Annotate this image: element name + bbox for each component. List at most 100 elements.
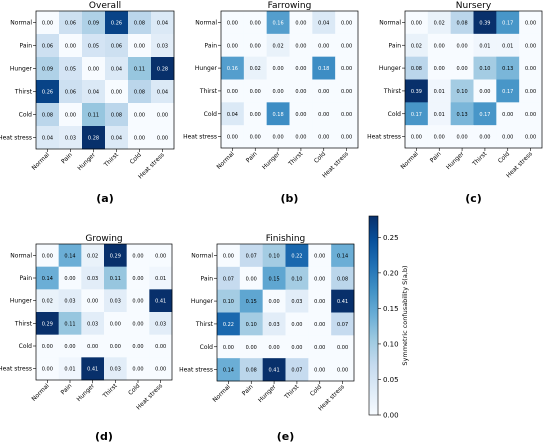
heatmap-cell xyxy=(335,56,359,80)
heatmap-cell xyxy=(473,102,497,126)
heatmap-cell xyxy=(128,80,152,104)
heatmap-cell xyxy=(149,266,173,290)
heatmap-cell xyxy=(82,11,106,35)
y-tick-label: Cold xyxy=(19,112,33,119)
cell-value-label: 0.00 xyxy=(223,345,234,351)
heatmap-cell xyxy=(58,312,82,335)
heatmap-cell xyxy=(243,79,267,103)
cell-value-label: 0.02 xyxy=(250,66,261,72)
cell-value-label: 0.00 xyxy=(318,89,329,95)
cell-value-label: 0.00 xyxy=(111,90,122,96)
x-tick-label: Thirst xyxy=(102,151,120,169)
heatmap-cell xyxy=(149,289,173,313)
cell-value-label: 0.00 xyxy=(246,345,257,351)
cell-value-label: 0.26 xyxy=(111,21,122,27)
heatmap-cell xyxy=(59,34,83,58)
heatmap-cell xyxy=(285,289,309,313)
heatmap-cell xyxy=(312,33,336,57)
heatmap-cell xyxy=(243,56,267,80)
heatmap-cell xyxy=(104,266,127,290)
heatmap-cell xyxy=(151,34,175,58)
heatmap-cell xyxy=(59,126,83,150)
heatmap-cell xyxy=(473,79,497,103)
cell-value-label: 0.00 xyxy=(134,136,145,142)
cell-value-label: 0.07 xyxy=(223,276,234,282)
cell-value-label: 0.22 xyxy=(223,322,234,328)
heatmap-cell xyxy=(308,289,332,313)
cell-value-label: 0.00 xyxy=(318,43,329,49)
heatmap-cell xyxy=(519,33,543,57)
cell-value-label: 0.17 xyxy=(411,112,422,118)
heatmap-cell xyxy=(221,102,245,126)
heatmap-cell xyxy=(405,102,429,126)
cell-value-label: 0.00 xyxy=(155,367,166,373)
x-tick-label: Hunger xyxy=(257,383,278,404)
heatmap-cell xyxy=(36,80,60,104)
cell-value-label: 0.10 xyxy=(269,253,280,259)
x-tick-label: Hunger xyxy=(76,382,97,403)
cell-value-label: 0.00 xyxy=(64,344,75,350)
heatmap-cell xyxy=(266,79,290,103)
cell-value-label: 0.08 xyxy=(42,113,53,119)
x-tick-label: Normal xyxy=(212,383,233,404)
y-tick-label: Normal xyxy=(10,252,32,259)
cell-value-label: 0.00 xyxy=(295,20,306,26)
colorbar: 0.00 0.05 0.10 0.15 0.20 0.25 Symmetric confus… xyxy=(368,215,409,420)
cell-value-label: 0.02 xyxy=(87,253,98,259)
cell-value-label: 0.03 xyxy=(87,276,98,282)
cell-value-label: 0.00 xyxy=(525,66,536,72)
heatmap-cell xyxy=(58,266,82,290)
cell-value-label: 0.00 xyxy=(525,20,536,26)
y-tick-label: Hunger xyxy=(195,65,218,72)
heatmap-panel-nursery: Nursery 0.00 0.02 0.08 0.39 0.17 0.00 0.02 0.00 0… xyxy=(367,1,543,205)
x-tick-label: Pain xyxy=(429,150,443,164)
heatmap-cell xyxy=(81,312,105,335)
cell-value-label: 0.00 xyxy=(65,113,76,119)
cell-value-label: 0.15 xyxy=(269,276,280,282)
heatmap-cell xyxy=(405,33,429,57)
cell-value-label: 0.01 xyxy=(502,43,513,49)
heatmap-cell xyxy=(496,56,520,80)
heatmap-cell xyxy=(519,125,543,149)
cell-value-label: 0.13 xyxy=(457,112,468,118)
cell-value-label: 0.00 xyxy=(434,43,445,49)
y-tick-label: Hunger xyxy=(379,65,402,72)
cell-value-label: 0.00 xyxy=(42,367,53,373)
heatmap-cell xyxy=(36,244,59,267)
heatmap-cell xyxy=(285,266,309,290)
heatmap-cell xyxy=(427,33,451,57)
heatmap-cell xyxy=(331,266,355,290)
cell-value-label: 0.00 xyxy=(132,367,143,373)
x-tick-label: Pain xyxy=(241,383,255,397)
heatmap-cell xyxy=(335,125,359,149)
y-tick-label: Pain xyxy=(20,275,33,282)
cell-value-label: 0.00 xyxy=(250,20,261,26)
heatmap-cell xyxy=(126,266,150,290)
heatmap-cell xyxy=(58,357,82,381)
cell-value-label: 0.04 xyxy=(157,90,168,96)
heatmap-cell xyxy=(427,11,451,35)
heatmap-cell xyxy=(262,358,286,382)
cell-value-label: 0.07 xyxy=(246,253,257,259)
heatmap-cell xyxy=(427,56,451,80)
cell-value-label: 0.10 xyxy=(246,322,257,328)
heatmap-cell xyxy=(126,289,150,313)
heatmap-cell xyxy=(58,244,82,267)
cell-value-label: 0.09 xyxy=(42,67,53,73)
cell-value-label: 0.04 xyxy=(42,136,53,142)
heatmap-cell xyxy=(285,312,309,336)
cell-value-label: 0.00 xyxy=(273,66,284,72)
cell-value-label: 0.00 xyxy=(502,135,513,141)
heatmap-cell xyxy=(289,56,313,80)
cell-value-label: 0.00 xyxy=(132,321,143,327)
cell-value-label: 0.00 xyxy=(269,299,280,305)
cell-value-label: 0.02 xyxy=(273,43,284,49)
heatmap-cell xyxy=(81,357,105,381)
cell-value-label: 0.00 xyxy=(337,368,348,374)
heatmap-cell xyxy=(331,289,355,313)
cell-value-label: 0.00 xyxy=(157,136,168,142)
cell-value-label: 0.03 xyxy=(110,367,121,373)
x-tick-label: Pain xyxy=(60,151,74,165)
heatmap-cell xyxy=(81,244,105,267)
heatmap-cell xyxy=(285,244,309,268)
